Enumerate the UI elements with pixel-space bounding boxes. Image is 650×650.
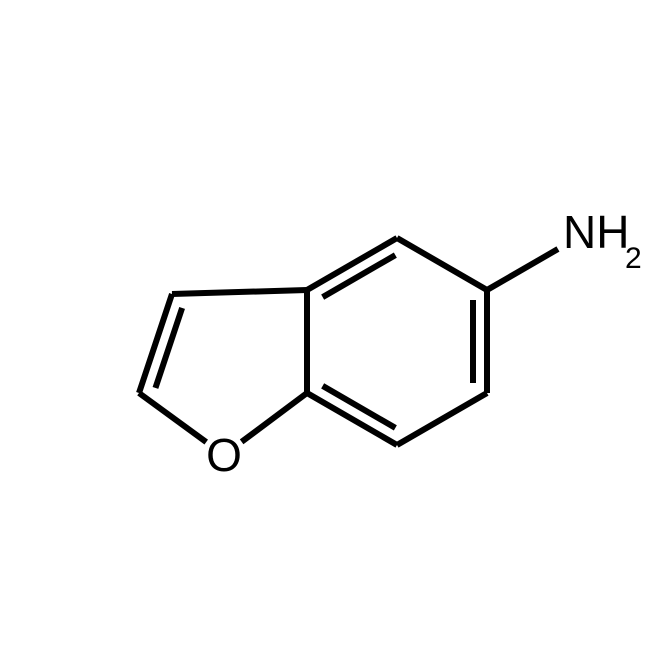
n-subscript: 2: [625, 242, 642, 275]
o-label: O: [206, 429, 242, 481]
molecule-diagram: O NH2: [0, 0, 650, 650]
n-label: NH: [563, 206, 629, 258]
